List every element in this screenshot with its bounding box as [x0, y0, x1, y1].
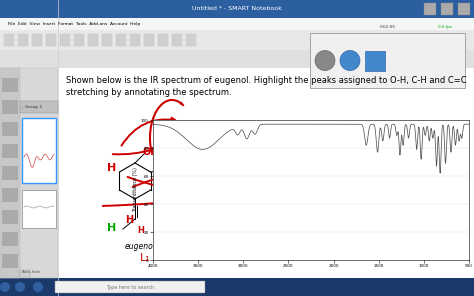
Bar [55, 281, 205, 293]
Bar [2, 232, 18, 246]
Bar [458, 3, 470, 15]
Bar [441, 3, 453, 15]
Text: stretching by annotating the spectrum.: stretching by annotating the spectrum. [66, 88, 232, 97]
Bar [172, 34, 182, 46]
Bar [116, 34, 126, 46]
Text: H: H [107, 163, 116, 173]
Bar [20, 101, 58, 113]
Bar [102, 34, 112, 46]
Circle shape [340, 51, 360, 70]
Bar [144, 34, 154, 46]
Y-axis label: Transmittance (%): Transmittance (%) [133, 168, 138, 213]
Bar [20, 270, 30, 278]
Bar [74, 34, 84, 46]
Bar [22, 118, 56, 183]
Text: - Group 1: - Group 1 [22, 105, 42, 109]
Bar [2, 122, 18, 136]
Text: H: H [125, 215, 133, 225]
Bar [4, 34, 14, 46]
Text: 0.0 fps: 0.0 fps [438, 25, 452, 29]
Text: Auto-hide: Auto-hide [22, 270, 41, 274]
Bar [2, 188, 18, 202]
Text: eugenol: eugenol [125, 242, 156, 251]
Text: C=C: C=C [270, 148, 299, 161]
Bar [32, 34, 42, 46]
Text: OH: OH [143, 147, 159, 157]
Bar [0, 68, 20, 278]
Bar [0, 68, 58, 278]
Text: Type here to search: Type here to search [106, 284, 154, 289]
Bar [186, 34, 196, 46]
Bar [0, 50, 474, 68]
Bar [158, 34, 168, 46]
Text: File  Edit  View  Insert  Format  Tools  Add-ons  Account  Help: File Edit View Insert Format Tools Add-o… [8, 22, 140, 26]
Bar [2, 166, 18, 180]
Bar [0, 0, 474, 18]
Bar [88, 34, 98, 46]
Circle shape [315, 51, 335, 70]
Circle shape [15, 282, 25, 292]
Text: L₁: L₁ [140, 253, 151, 263]
Bar [22, 190, 56, 228]
Text: Shown below is the IR spectrum of eugenol. Highlight the peaks assigned to O-H, : Shown below is the IR spectrum of eugeno… [66, 76, 466, 85]
Bar [60, 34, 70, 46]
Bar [46, 34, 56, 46]
Bar [58, 68, 474, 278]
Bar [2, 100, 18, 114]
Text: H: H [107, 223, 116, 233]
Bar [2, 144, 18, 158]
Bar [2, 254, 18, 268]
Bar [18, 34, 28, 46]
Circle shape [33, 282, 43, 292]
Bar [424, 3, 436, 15]
Bar [2, 210, 18, 224]
Text: H: H [163, 155, 172, 165]
Bar [365, 51, 385, 70]
Bar [2, 78, 18, 92]
Bar [0, 30, 474, 50]
Text: 0:02:05: 0:02:05 [380, 25, 395, 29]
Bar [0, 18, 474, 30]
Bar [310, 33, 465, 88]
Circle shape [0, 282, 10, 292]
Text: H: H [137, 226, 144, 235]
Bar [130, 34, 140, 46]
Bar [0, 278, 474, 296]
Text: Untitled * - SMART Notebook: Untitled * - SMART Notebook [192, 7, 282, 12]
